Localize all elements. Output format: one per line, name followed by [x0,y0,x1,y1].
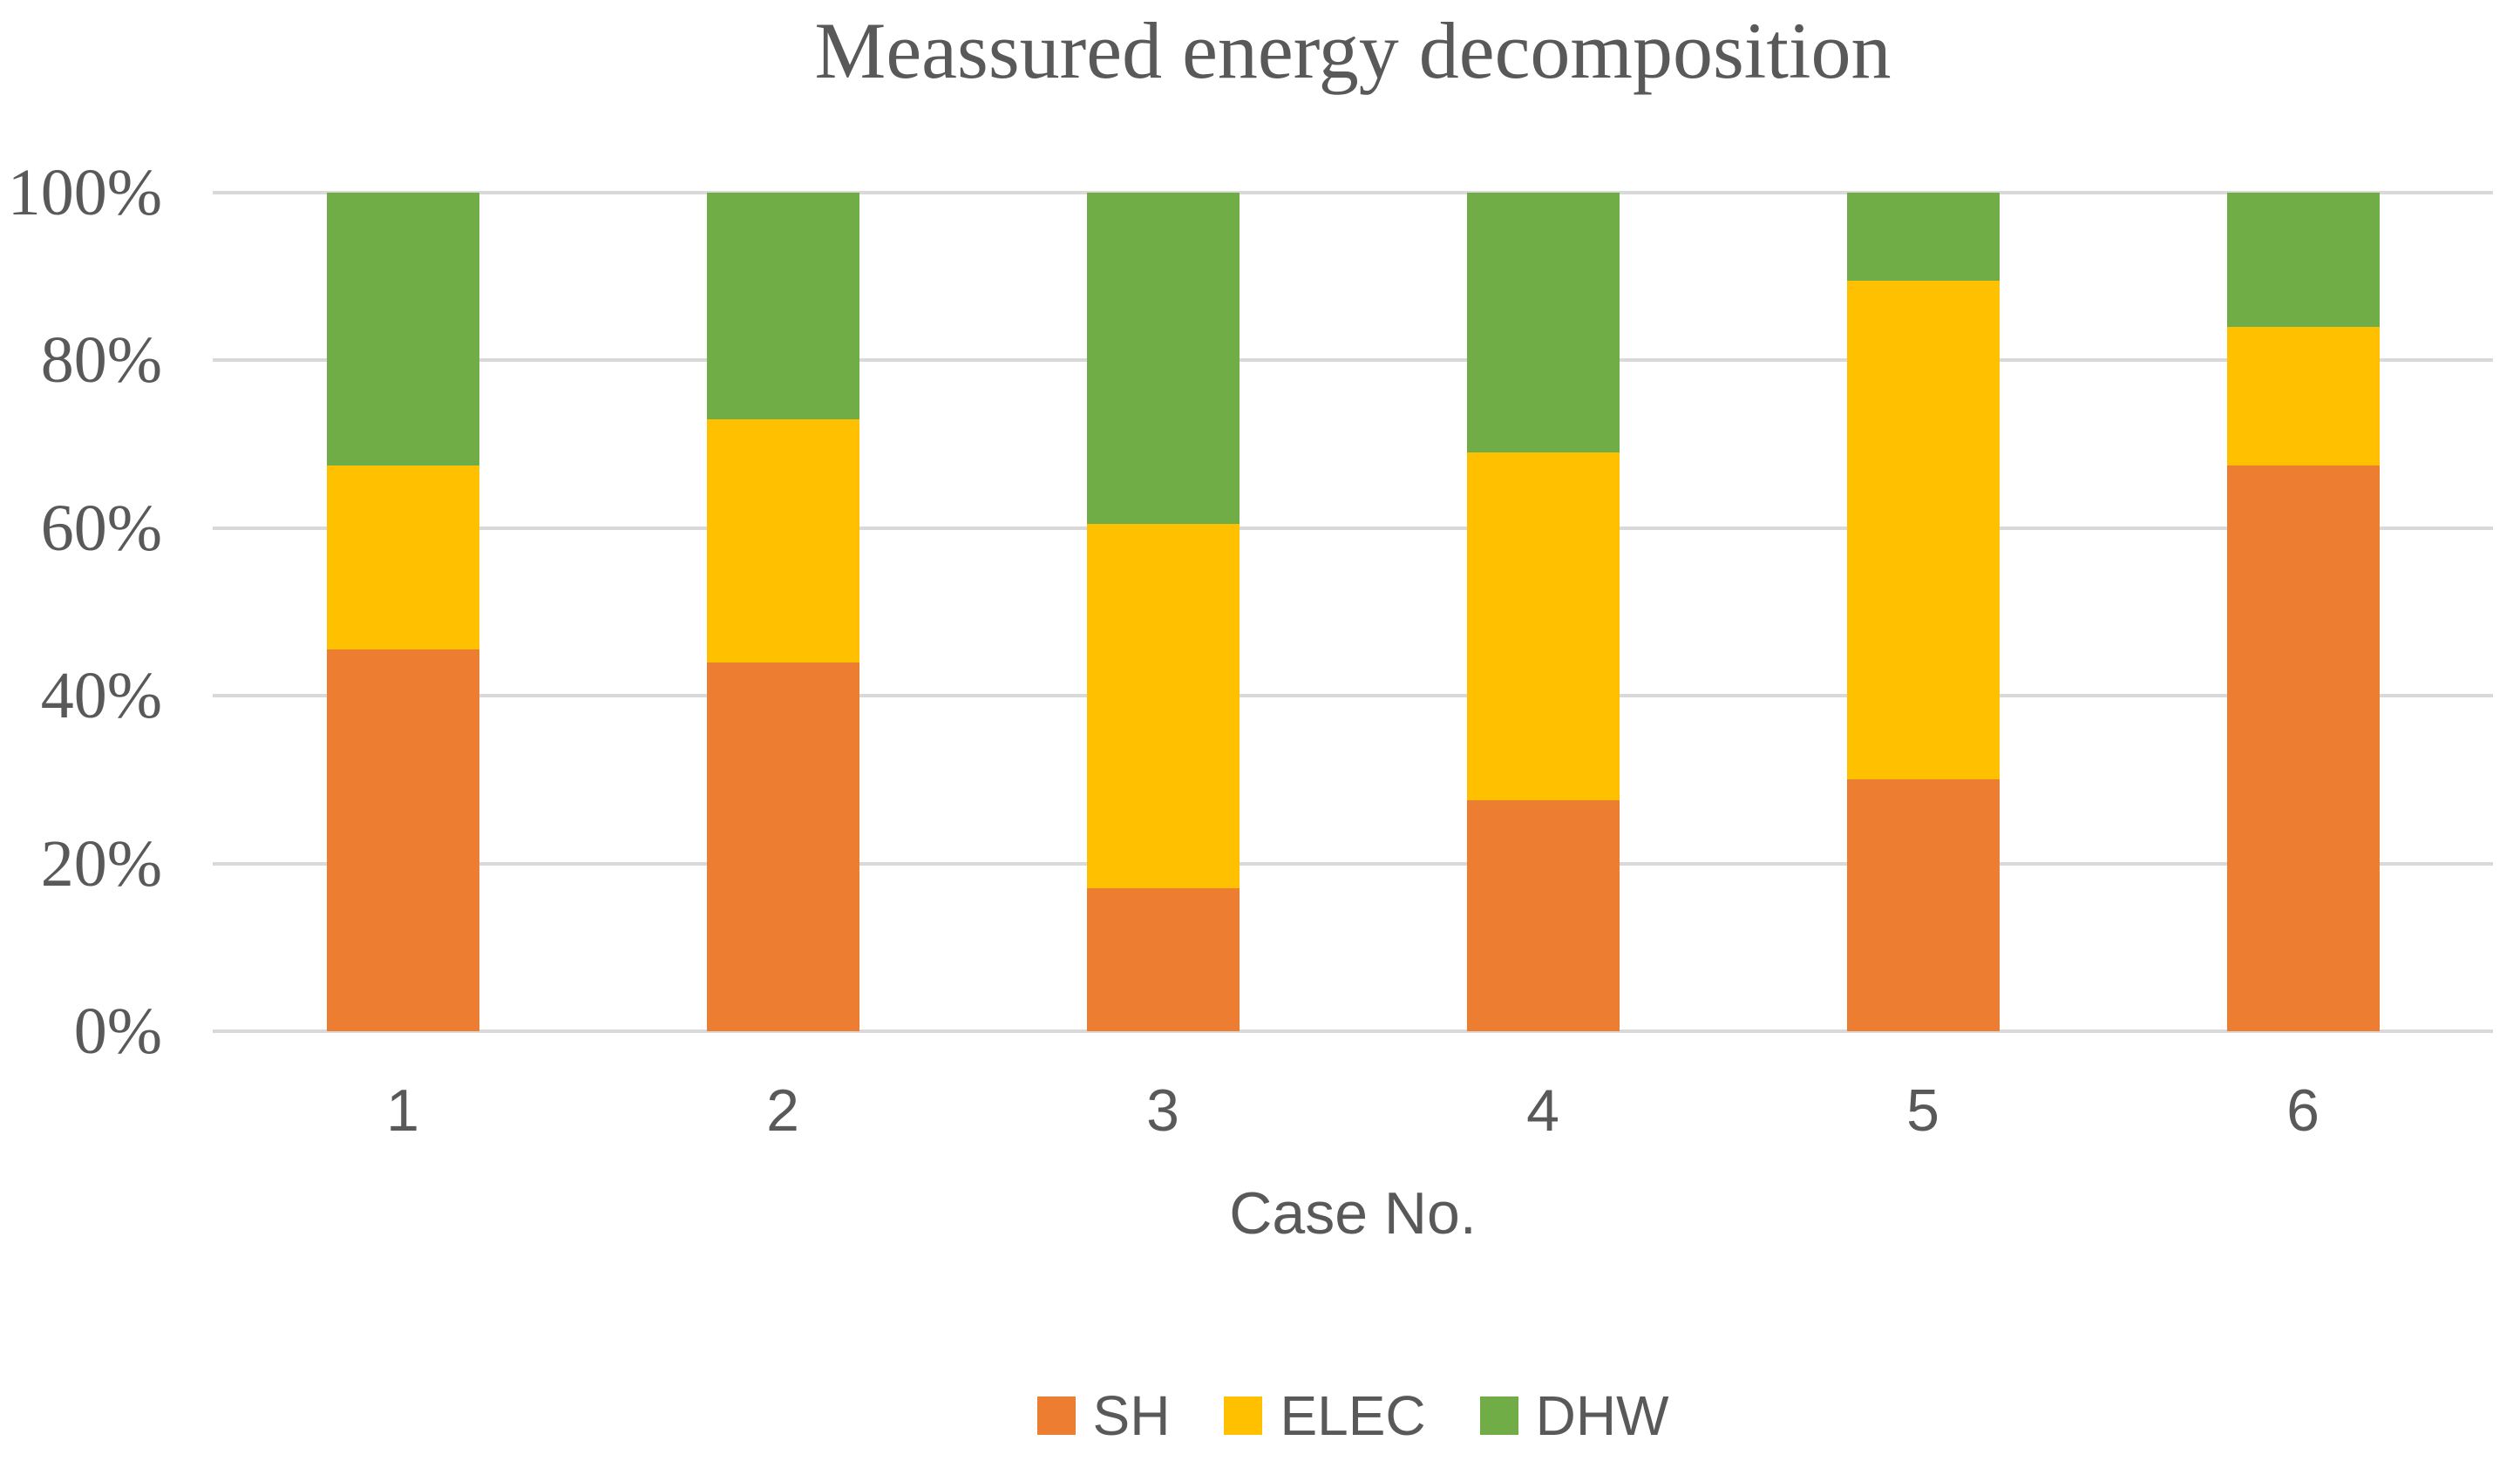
legend-item-sh: SH [1036,1384,1171,1447]
legend-item-elec: ELEC [1224,1384,1426,1447]
y-axis-tick-label: 20% [40,826,162,900]
y-axis-tick-label: 40% [40,659,162,733]
x-axis-tick-label: 4 [1526,1077,1559,1144]
legend-label-sh: SH [1092,1384,1171,1447]
gridline-60% [213,526,2493,530]
bar-segment-dhw-case-1 [326,193,479,465]
bar-segment-dhw-case-6 [2226,193,2380,327]
y-axis-tick-labels: 0% 20% 40% 60% 80% 100% [0,160,162,1064]
bar-case-3 [1086,193,1240,1031]
gridline-20% [213,861,2493,866]
legend: SH ELEC DHW [213,1388,2493,1444]
x-axis-tick-label: 1 [386,1077,419,1144]
bar-segment-sh-case-5 [1846,779,2000,1031]
bar-segment-elec-case-1 [326,465,479,650]
legend-item-dhw: DHW [1479,1384,1669,1447]
legend-label-dhw: DHW [1535,1384,1669,1447]
bar-segment-elec-case-2 [706,418,859,663]
x-axis-title: Case No. [1229,1180,1477,1247]
x-axis-tick-label: 6 [2286,1077,2320,1144]
bar-case-5 [1846,193,2000,1031]
legend-swatch-elec [1224,1396,1263,1435]
bar-slot-case-4 [1353,193,1733,1031]
y-axis-tick-label: 80% [40,323,162,398]
bar-segment-elec-case-4 [1466,452,1620,801]
legend-swatch-dhw [1479,1396,1518,1435]
bar-case-2 [706,193,859,1031]
x-axis-tick-label: 5 [1906,1077,1939,1144]
bars-container [213,193,2493,1031]
bar-segment-dhw-case-4 [1466,193,1620,453]
bar-slot-case-3 [973,193,1353,1031]
legend-label-elec: ELEC [1280,1384,1426,1447]
bar-slot-case-2 [593,193,973,1031]
gridline-0% [213,1029,2493,1033]
plot-area [213,191,2493,1033]
chart-title: Meassured energy decomposition [814,6,1892,95]
bar-slot-case-1 [213,193,593,1031]
bar-slot-case-6 [2113,193,2493,1031]
bar-segment-sh-case-3 [1086,888,1240,1031]
bar-case-1 [326,193,479,1031]
bar-segment-dhw-case-5 [1846,193,2000,282]
bar-segment-sh-case-4 [1466,800,1620,1031]
bar-segment-elec-case-6 [2226,326,2380,465]
y-axis-tick-label: 60% [40,491,162,565]
bar-segment-dhw-case-3 [1086,193,1240,524]
gridline-40% [213,694,2493,698]
bar-segment-dhw-case-2 [706,193,859,419]
bar-case-6 [2226,193,2380,1031]
bar-slot-case-5 [1733,193,2113,1031]
bar-case-4 [1466,193,1620,1031]
bar-segment-sh-case-6 [2226,465,2380,1031]
y-axis-tick-label: 100% [7,156,162,229]
y-axis-tick-label: 0% [73,995,162,1068]
legend-swatch-sh [1036,1396,1076,1435]
bar-segment-sh-case-1 [326,649,479,1031]
bar-segment-sh-case-2 [706,662,859,1031]
x-axis-tick-label: 3 [1146,1077,1179,1144]
x-axis-tick-label: 2 [766,1077,799,1144]
gridline-80% [213,358,2493,363]
bar-segment-elec-case-5 [1846,281,2000,780]
bar-segment-elec-case-3 [1086,524,1240,889]
gridline-100% [213,191,2493,194]
